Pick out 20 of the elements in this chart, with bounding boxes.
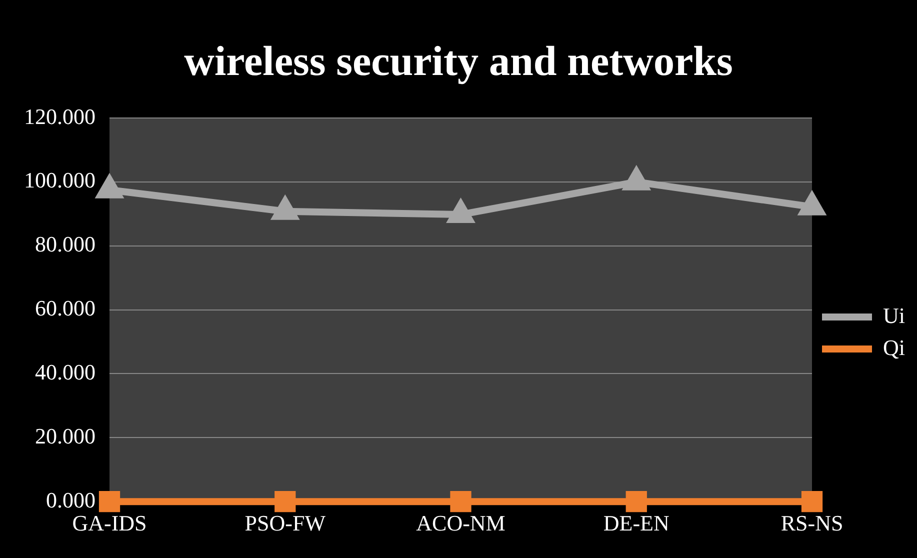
y-tick-label: 60.000 [35,296,96,321]
x-tick-label: ACO-NM [416,510,506,536]
x-tick-label: GA-IDS [72,510,147,536]
y-tick-label: 20.000 [35,423,96,448]
x-tick-label: RS-NS [780,510,844,536]
point [450,491,472,512]
y-tick-label: 100.000 [24,168,96,193]
y-tick-label: 40.000 [35,360,96,385]
x-tick-label: PSO-FW [244,510,326,536]
chart-title: wireless security and networks [183,38,734,86]
y-tick-label: 120.000 [24,104,96,129]
y-tick-label: 0.000 [46,487,96,512]
point [626,491,647,512]
point [274,491,296,512]
legend-label: Qi [883,334,905,360]
point [801,491,823,512]
legend-label: Ui [883,302,905,328]
point [98,491,120,512]
x-tick-label: DE-EN [603,510,670,536]
y-tick-label: 80.000 [35,232,96,257]
